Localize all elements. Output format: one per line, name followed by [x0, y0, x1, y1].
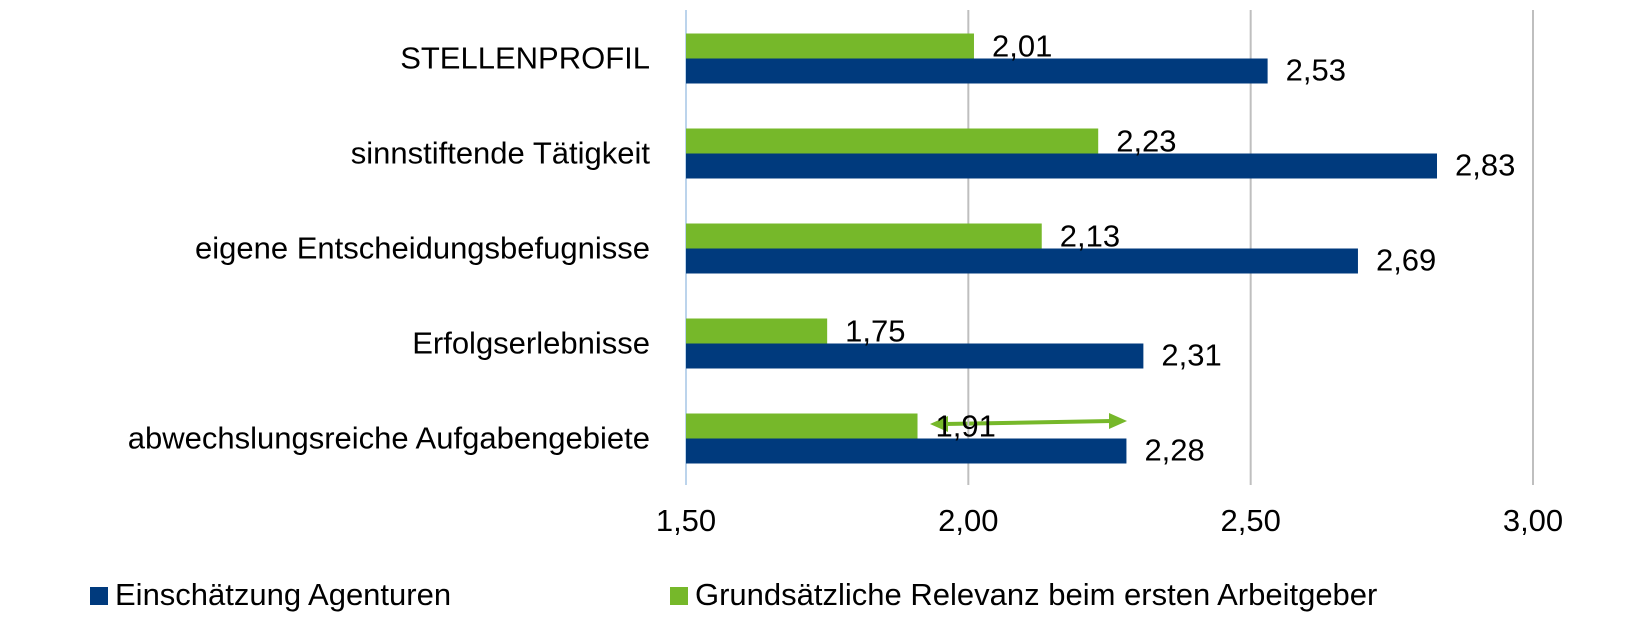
- arrow-annotation: [930, 413, 1127, 432]
- data-label: 1,75: [845, 314, 905, 349]
- bar: [686, 438, 1127, 464]
- data-label: 2,01: [992, 29, 1052, 64]
- bar: [686, 153, 1438, 179]
- legend-label: Grundsätzliche Relevanz beim ersten Arbe…: [695, 577, 1377, 612]
- x-tick-label: 2,00: [938, 503, 998, 538]
- y-tick-label: sinnstiftende Tätigkeit: [351, 136, 651, 171]
- data-label: 2,28: [1144, 433, 1204, 468]
- x-tick-label: 1,50: [656, 503, 716, 538]
- bar: [686, 413, 918, 439]
- data-label: 2,13: [1060, 219, 1120, 254]
- data-label: 2,83: [1455, 148, 1515, 183]
- y-tick-label: STELLENPROFIL: [400, 41, 650, 76]
- legend-swatch: [670, 587, 688, 605]
- bar: [686, 343, 1144, 369]
- data-label: 2,53: [1286, 53, 1346, 88]
- y-tick-label: Erfolgserlebnisse: [412, 326, 650, 361]
- bar: [686, 58, 1268, 84]
- bar: [686, 128, 1099, 154]
- x-tick-label: 2,50: [1220, 503, 1280, 538]
- bar: [686, 318, 828, 344]
- data-label: 1,91: [936, 409, 996, 444]
- data-label: 2,31: [1161, 338, 1221, 373]
- y-tick-label: abwechslungsreiche Aufgabengebiete: [128, 421, 650, 456]
- legend-swatch: [90, 587, 108, 605]
- bar: [686, 248, 1358, 274]
- x-tick-label: 3,00: [1503, 503, 1563, 538]
- data-label: 2,23: [1116, 124, 1176, 159]
- y-tick-label: eigene Entscheidungsbefugnisse: [195, 231, 650, 266]
- bar: [686, 33, 974, 59]
- legend-label: Einschätzung Agenturen: [115, 577, 451, 612]
- bar: [686, 223, 1042, 249]
- data-label: 2,69: [1376, 243, 1436, 278]
